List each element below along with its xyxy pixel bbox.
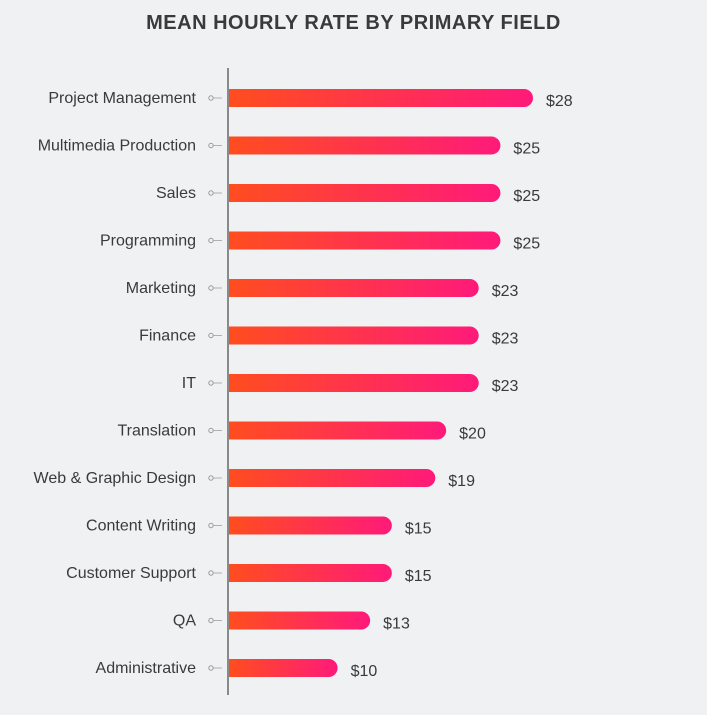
tick-marker	[208, 95, 214, 101]
value-label: $25	[513, 141, 540, 158]
bar	[229, 469, 436, 487]
category-label: Finance	[139, 328, 196, 345]
category-label: Programming	[100, 233, 196, 250]
bar	[229, 89, 533, 107]
category-label: Multimedia Production	[38, 138, 196, 155]
value-label: $15	[405, 568, 432, 585]
bar	[229, 421, 447, 440]
category-label: Sales	[156, 185, 196, 202]
value-label: $23	[492, 331, 519, 348]
chart-title: MEAN HOURLY RATE BY PRIMARY FIELD	[146, 12, 561, 34]
bar	[229, 326, 479, 345]
value-label: $19	[448, 473, 475, 490]
value-label: $23	[492, 378, 519, 395]
category-label: Administrative	[96, 660, 197, 677]
tick-marker	[208, 665, 214, 671]
bar	[229, 231, 501, 250]
tick-marker	[208, 475, 214, 481]
category-label: Marketing	[126, 280, 196, 297]
tick-marker	[208, 237, 214, 244]
category-label: Project Management	[48, 90, 196, 107]
value-label: $20	[459, 426, 486, 443]
tick-marker	[208, 332, 214, 339]
category-label: Translation	[117, 423, 196, 440]
value-label: $23	[492, 283, 519, 300]
bar	[229, 659, 338, 677]
bar	[229, 279, 479, 297]
tick-marker	[208, 522, 214, 529]
bar	[229, 516, 392, 535]
value-label: $25	[513, 236, 540, 253]
tick-marker	[208, 570, 214, 576]
category-label: IT	[182, 375, 196, 392]
bar	[229, 611, 371, 630]
bar	[229, 564, 392, 582]
tick-marker	[208, 142, 214, 149]
tick-marker	[208, 380, 214, 386]
tick-marker	[208, 190, 214, 196]
bar	[229, 184, 501, 202]
value-label: $13	[383, 616, 410, 633]
value-label: $10	[351, 663, 378, 680]
tick-marker	[208, 617, 214, 624]
tick-marker	[208, 427, 214, 434]
category-label: QA	[173, 613, 196, 630]
value-label: $15	[405, 521, 432, 538]
category-label: Content Writing	[86, 518, 196, 535]
value-label: $25	[513, 188, 540, 205]
category-label: Customer Support	[66, 565, 196, 582]
bar	[229, 374, 479, 392]
category-label: Web & Graphic Design	[34, 470, 196, 487]
bar	[229, 136, 501, 155]
value-label: $28	[546, 93, 573, 110]
tick-marker	[208, 285, 214, 291]
